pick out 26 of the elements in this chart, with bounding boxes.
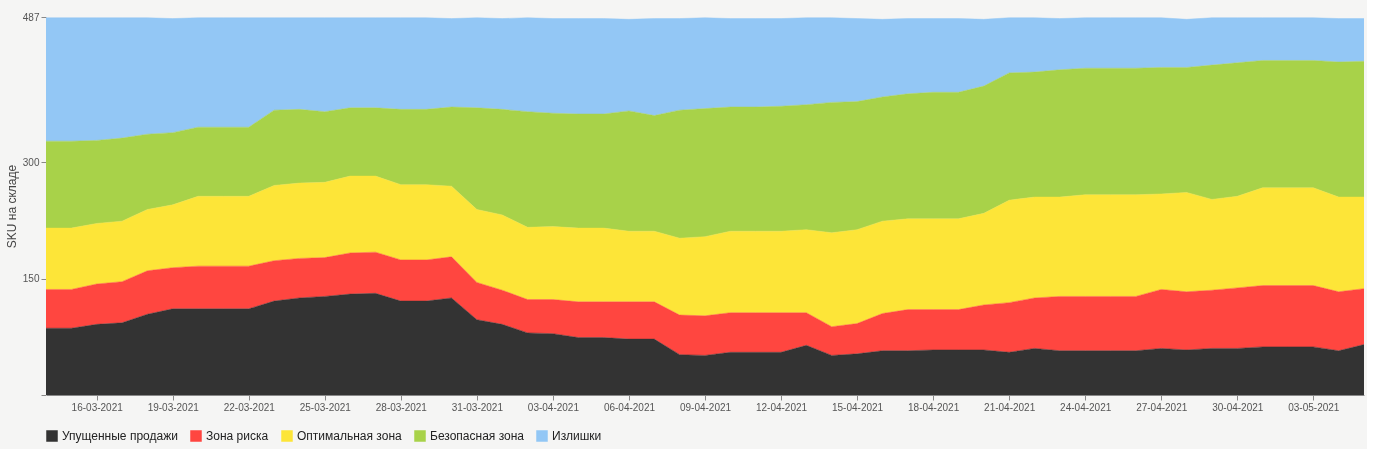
x-tick-label: 16-03-2021	[71, 401, 124, 413]
x-tick-label: 28-03-2021	[375, 401, 428, 413]
y-tick-label: 150	[22, 273, 40, 285]
x-tick-label: 22-03-2021	[223, 401, 276, 413]
x-tick-label: 18-04-2021	[908, 401, 960, 413]
legend-label: Упущенные продажи	[62, 429, 178, 443]
x-tick-label: 25-03-2021	[299, 401, 352, 413]
legend-label: Зона риска	[206, 429, 269, 443]
y-axis-title: SKU на складе	[4, 164, 19, 249]
x-tick-label: 15-04-2021	[832, 401, 884, 413]
x-tick-label: 03-04-2021	[527, 401, 580, 413]
legend-label: Оптимальная зона	[297, 429, 403, 443]
x-tick-label: 24-04-2021	[1060, 401, 1112, 413]
x-tick-label: 30-04-2021	[1212, 401, 1264, 413]
x-tick-label: 27-04-2021	[1136, 401, 1188, 413]
x-tick-label: 12-04-2021	[755, 401, 808, 413]
x-tick-label: 03-05-2021	[1288, 401, 1340, 413]
x-tick-label: 06-04-2021	[603, 401, 656, 413]
x-tick-label: 09-04-2021	[679, 401, 732, 413]
x-tick-label: 31-03-2021	[451, 401, 504, 413]
legend-label: Безопасная зона	[430, 429, 525, 443]
y-tick-label: 487	[22, 11, 40, 23]
y-tick-label: 300	[22, 156, 40, 168]
legend-label: Излишки	[552, 429, 602, 443]
x-tick-label: 21-04-2021	[984, 401, 1036, 413]
x-tick-label: 19-03-2021	[147, 401, 200, 413]
